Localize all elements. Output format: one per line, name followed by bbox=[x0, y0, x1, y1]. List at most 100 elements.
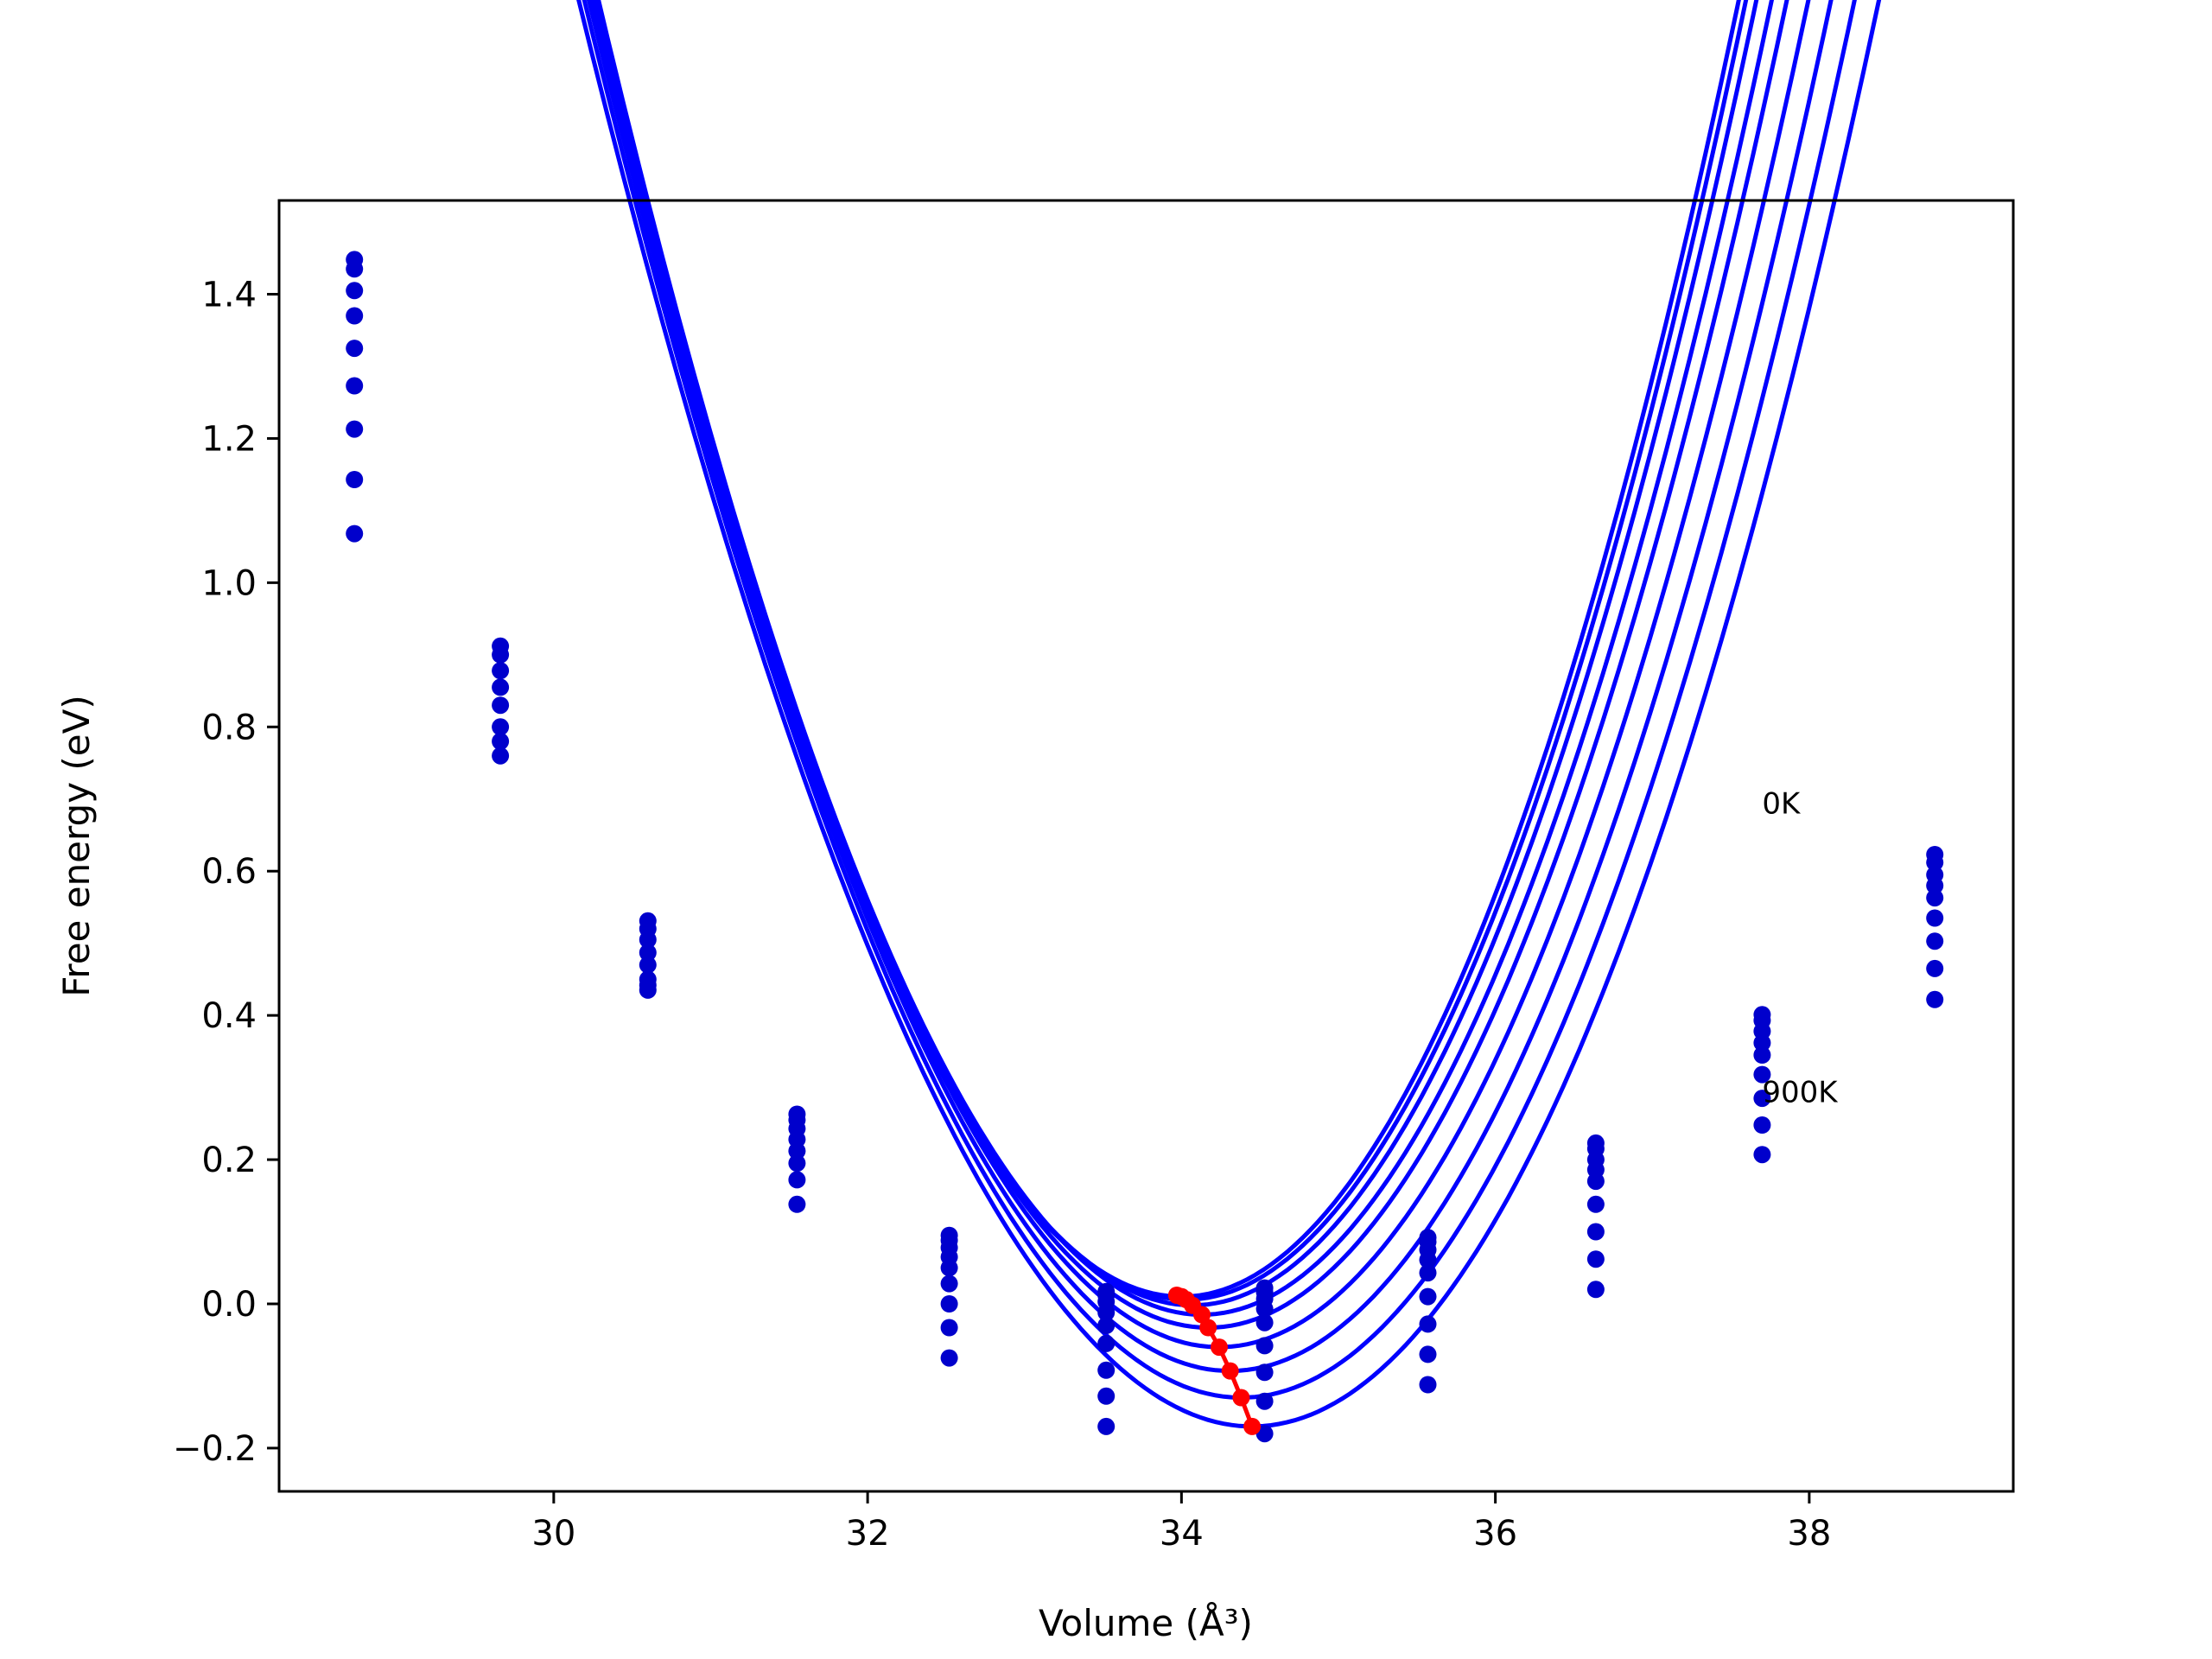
data-point bbox=[492, 696, 510, 715]
data-point bbox=[1255, 1425, 1274, 1443]
data-point bbox=[1753, 1116, 1771, 1134]
data-point bbox=[639, 944, 657, 962]
temperature-annotation: 900K bbox=[1762, 1075, 1839, 1109]
data-point bbox=[1926, 932, 1944, 950]
minimum-point bbox=[1193, 1306, 1211, 1324]
data-point bbox=[1419, 1376, 1437, 1394]
y-tick-label: 0.2 bbox=[201, 1141, 257, 1180]
y-tick-label: 0.8 bbox=[201, 708, 257, 747]
fit-curve-4 bbox=[596, 0, 1775, 1318]
data-point bbox=[1255, 1392, 1274, 1410]
minimum-point bbox=[1232, 1389, 1250, 1407]
data-point bbox=[1753, 1046, 1771, 1064]
data-point bbox=[346, 260, 364, 278]
data-point bbox=[1586, 1173, 1605, 1191]
data-point bbox=[1097, 1304, 1116, 1321]
x-tick-label: 30 bbox=[531, 1514, 575, 1554]
minimum-path bbox=[1167, 1287, 1262, 1435]
data-point bbox=[639, 981, 657, 999]
data-point bbox=[1926, 889, 1944, 907]
minimum-point bbox=[1243, 1417, 1262, 1435]
data-point bbox=[788, 1195, 806, 1213]
minimum-point bbox=[1199, 1319, 1217, 1337]
data-point bbox=[346, 524, 364, 543]
y-tick-label: 0.6 bbox=[201, 852, 257, 892]
data-point bbox=[1753, 1146, 1771, 1164]
data-point bbox=[492, 747, 510, 765]
data-point bbox=[1926, 909, 1944, 927]
plot-frame bbox=[277, 199, 2015, 1493]
data-point bbox=[1097, 1317, 1116, 1334]
data-point bbox=[346, 420, 364, 438]
data-point bbox=[346, 471, 364, 488]
data-point bbox=[492, 718, 510, 736]
annotations: 0K 900K bbox=[1762, 786, 1839, 1109]
data-points bbox=[346, 251, 1944, 1443]
data-point bbox=[1097, 1417, 1116, 1435]
data-point bbox=[1419, 1251, 1437, 1269]
minimum-point bbox=[1211, 1338, 1228, 1357]
data-point bbox=[788, 1154, 806, 1173]
data-point bbox=[1586, 1195, 1605, 1213]
fit-curves bbox=[576, 0, 1882, 1429]
x-tick-label: 34 bbox=[1160, 1514, 1204, 1554]
data-point bbox=[346, 377, 364, 395]
data-point bbox=[940, 1319, 958, 1337]
x-tick-label: 38 bbox=[1787, 1514, 1831, 1554]
data-point bbox=[346, 307, 364, 325]
data-point bbox=[788, 1171, 806, 1189]
y-tick-label: 1.2 bbox=[201, 419, 257, 459]
fit-curve-8 bbox=[582, 0, 1857, 1401]
x-tick-label: 36 bbox=[1473, 1514, 1517, 1554]
data-point bbox=[1586, 1250, 1605, 1268]
data-point bbox=[1926, 876, 1944, 894]
minimum-point bbox=[1221, 1362, 1239, 1380]
data-point bbox=[1255, 1300, 1274, 1318]
data-point bbox=[940, 1274, 958, 1293]
data-point bbox=[346, 340, 364, 358]
y-axis-label: Free energy (eV) bbox=[55, 695, 98, 997]
data-point bbox=[1419, 1264, 1437, 1282]
y-tick-label: 0.0 bbox=[201, 1285, 257, 1325]
data-point bbox=[1419, 1345, 1437, 1363]
data-point bbox=[492, 733, 510, 750]
data-point bbox=[1753, 1033, 1771, 1052]
data-point bbox=[1753, 1065, 1771, 1084]
data-point bbox=[1926, 854, 1944, 872]
data-point bbox=[1753, 1090, 1771, 1108]
data-point bbox=[1586, 1281, 1605, 1299]
data-point bbox=[1586, 1223, 1605, 1241]
fit-curve-6 bbox=[589, 0, 1811, 1350]
data-point bbox=[1419, 1315, 1437, 1333]
data-point bbox=[1255, 1337, 1274, 1355]
data-point bbox=[1255, 1313, 1274, 1332]
data-point bbox=[492, 678, 510, 696]
y-tick-label: −0.2 bbox=[173, 1429, 257, 1469]
data-point bbox=[940, 1259, 958, 1277]
data-point bbox=[940, 1349, 958, 1367]
x-axis-ticks: 30 32 34 36 38 bbox=[531, 1491, 1831, 1554]
y-tick-label: 1.0 bbox=[201, 563, 257, 603]
data-point bbox=[1255, 1363, 1274, 1382]
fit-curve-7 bbox=[586, 0, 1834, 1374]
temperature-annotation: 0K bbox=[1762, 786, 1802, 821]
data-point bbox=[1097, 1334, 1116, 1352]
data-point bbox=[346, 282, 364, 300]
data-point bbox=[1419, 1287, 1437, 1306]
data-point bbox=[788, 1142, 806, 1160]
data-point bbox=[1097, 1361, 1116, 1379]
x-tick-label: 32 bbox=[846, 1514, 890, 1554]
y-tick-label: 0.4 bbox=[201, 996, 257, 1036]
data-point bbox=[492, 645, 510, 664]
data-point bbox=[639, 956, 657, 974]
data-point bbox=[492, 662, 510, 680]
y-axis-ticks: −0.2 0.0 0.2 0.4 0.6 0.8 1.0 1.2 1.4 bbox=[173, 276, 279, 1469]
data-point bbox=[1097, 1387, 1116, 1405]
fit-curve-9 bbox=[576, 0, 1882, 1429]
x-axis-label: Volume (Å³) bbox=[1039, 1601, 1253, 1644]
data-point bbox=[639, 931, 657, 949]
data-point bbox=[1926, 959, 1944, 977]
y-tick-label: 1.4 bbox=[201, 276, 257, 315]
data-point bbox=[1926, 990, 1944, 1008]
